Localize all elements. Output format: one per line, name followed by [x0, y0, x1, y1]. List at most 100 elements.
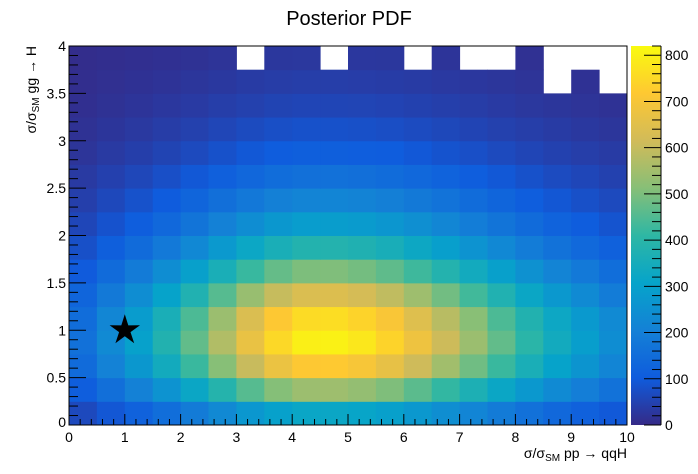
heatmap-cell: [599, 282, 628, 308]
heatmap-cell: [403, 93, 433, 118]
heatmap-cell: [543, 211, 572, 236]
heatmap-cell: [543, 235, 572, 260]
heatmap-cell: [69, 140, 98, 165]
heatmap-cell: [236, 93, 265, 118]
heatmap-cell: [487, 140, 516, 165]
heatmap-cell: [264, 353, 293, 379]
heatmap-cell: [152, 377, 182, 402]
heatmap-cell: [292, 140, 321, 165]
heatmap-cell: [292, 117, 321, 142]
heatmap-cell: [208, 93, 237, 118]
heatmap-cell: [69, 282, 98, 308]
heatmap-cell: [403, 377, 433, 402]
heatmap-cell: [180, 401, 209, 426]
heatmap-cell: [403, 140, 433, 165]
heatmap-cell: [69, 211, 98, 236]
heatmap-cell: [264, 377, 293, 402]
heatmap-cell: [459, 282, 488, 308]
color-scale-bar: [631, 46, 661, 425]
heatmap-cell: [236, 306, 265, 331]
heatmap-cell: [543, 330, 572, 355]
star-marker: [109, 314, 140, 344]
heatmap-cell: [515, 401, 544, 426]
heatmap-cell: [180, 377, 209, 402]
heatmap-cell: [571, 188, 600, 213]
heatmap-cell: [152, 330, 182, 355]
heatmap-cell: [599, 235, 628, 260]
heatmap-cell: [69, 93, 98, 118]
x-tick-label: 4: [288, 429, 296, 445]
heatmap-cell: [124, 46, 154, 71]
heatmap-cell: [208, 211, 237, 236]
heatmap-cell: [459, 117, 488, 142]
y-axis-label: σ/σSM gg → H: [23, 46, 42, 134]
heatmap-cell: [69, 117, 98, 142]
z-tick-label: 0: [665, 417, 673, 433]
heatmap-cell: [571, 330, 600, 355]
heatmap-cell: [459, 377, 488, 402]
heatmap-cell: [96, 377, 126, 402]
heatmap-cell: [152, 140, 182, 165]
heatmap-cell: [180, 330, 209, 355]
heatmap-cell: [571, 235, 600, 260]
heatmap-cell: [543, 188, 572, 213]
heatmap-cell: [515, 211, 544, 236]
heatmap-cell: [264, 259, 293, 284]
heatmap-cell: [515, 377, 544, 402]
heatmap-cell: [152, 353, 182, 379]
heatmap-cell: [180, 164, 209, 189]
heatmap-cell: [124, 117, 154, 142]
heatmap-cell: [431, 46, 461, 71]
heatmap-cell: [599, 117, 628, 142]
heatmap-cell: [208, 377, 237, 402]
chart-title: Posterior PDF: [286, 8, 412, 30]
heatmap-cell: [487, 259, 516, 284]
heatmap-cell: [515, 306, 544, 331]
heatmap-cell: [571, 117, 600, 142]
heatmap-cell: [292, 211, 321, 236]
heatmap-cell: [431, 93, 461, 118]
heatmap-cell: [152, 188, 182, 213]
heatmap-cell: [348, 353, 377, 379]
heatmap-cell: [543, 259, 572, 284]
heatmap-cell: [292, 164, 321, 189]
heatmap-cell: [459, 211, 488, 236]
heatmap-cell: [431, 140, 461, 165]
x-tick-label: 10: [619, 429, 635, 445]
heatmap-cell: [375, 330, 405, 355]
heatmap-cell: [375, 46, 405, 71]
y-tick-label: 3.5: [47, 85, 67, 101]
heatmap-cell: [599, 188, 628, 213]
heatmap-cell: [124, 140, 154, 165]
heatmap-cell: [69, 188, 98, 213]
heatmap-cell: [236, 164, 265, 189]
heatmap-cell: [599, 93, 628, 118]
z-tick-label: 500: [665, 186, 689, 202]
heatmap-cell: [180, 93, 209, 118]
heatmap-cell: [459, 259, 488, 284]
heatmap-cell: [543, 164, 572, 189]
heatmap-cell: [599, 164, 628, 189]
heatmap-cell: [208, 164, 237, 189]
heatmap-cell: [403, 259, 433, 284]
heatmap-cell: [487, 330, 516, 355]
heatmap-cell: [180, 211, 209, 236]
x-tick-label: 8: [512, 429, 520, 445]
heatmap-cell: [152, 282, 182, 308]
y-tick-labels: 0 0.5 1 1.5 2 2.5 3 3.5 4: [47, 38, 67, 430]
heatmap-cell: [320, 93, 349, 118]
heatmap-cell: [515, 353, 544, 379]
heatmap-cell: [403, 401, 433, 426]
heatmap-cell: [292, 69, 321, 94]
heatmap-cell: [124, 188, 154, 213]
heatmap-cell: [543, 353, 572, 379]
heatmap-cell: [515, 259, 544, 284]
heatmap-cell: [180, 46, 209, 71]
heatmap-cell: [599, 330, 628, 355]
heatmap-cell: [124, 401, 154, 426]
x-axis-label: σ/σSM pp → qqH: [524, 445, 627, 464]
heatmap-cell: [348, 164, 377, 189]
heatmap-cell: [180, 235, 209, 260]
heatmap-cell: [236, 353, 265, 379]
heatmap-cell: [124, 282, 154, 308]
